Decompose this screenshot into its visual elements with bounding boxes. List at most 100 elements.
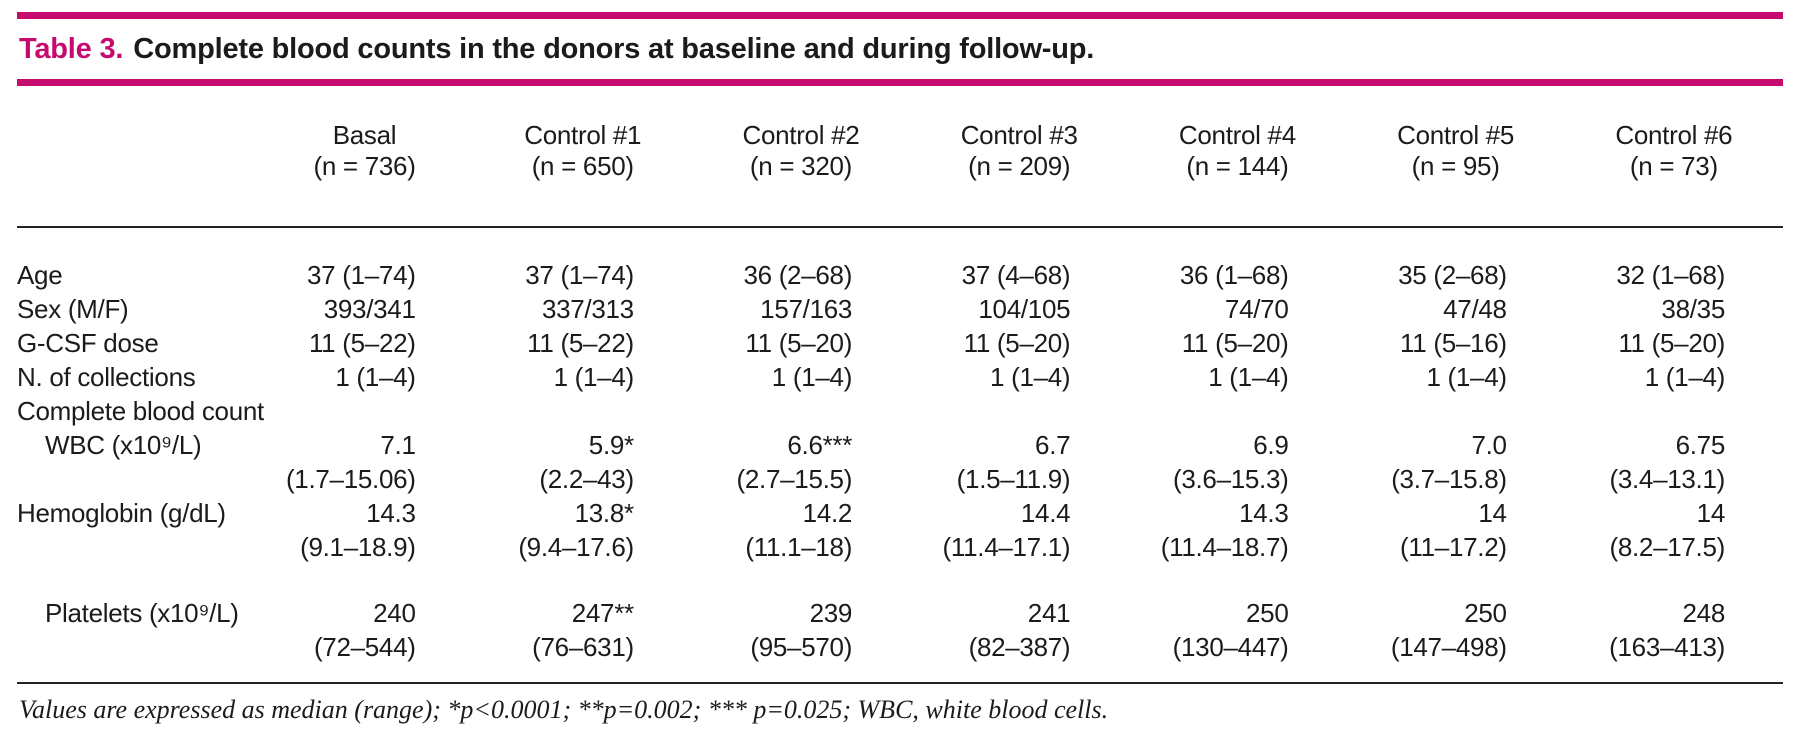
- table-cell: 32 (1–68): [1616, 260, 1725, 290]
- table-cell: 11 (5–20): [963, 328, 1071, 358]
- table-cell: 35 (2–68): [1398, 260, 1507, 290]
- column-header-control-6: Control #6 (n = 73): [1564, 86, 1783, 228]
- column-header-control-3: Control #3 (n = 209): [910, 86, 1129, 228]
- table-cell: 5.9*: [588, 430, 634, 460]
- table-cell: [1128, 394, 1346, 428]
- table-cell: 1 (1–4): [1208, 362, 1289, 392]
- table-cell: (3.7–15.8): [1391, 464, 1507, 494]
- table-cell: 247**: [571, 598, 634, 628]
- row-label: [17, 630, 255, 682]
- table-cell: (82–387): [968, 632, 1071, 662]
- table-cell: 14.2: [802, 498, 853, 528]
- table-cell: 13.8*: [574, 498, 635, 528]
- table-row-wbc-range: (1.7–15.06) (2.2–43) (2.7–15.5) (1.5–11.…: [17, 462, 1783, 496]
- column-name: Control #2: [742, 120, 860, 150]
- bottom-rule: [17, 682, 1783, 684]
- header-row: Basal (n = 736) Control #1 (n = 650) Con…: [17, 86, 1783, 228]
- table-cell: (72–544): [313, 632, 416, 662]
- table-cell: 241: [1027, 598, 1071, 628]
- table-cell: [1565, 394, 1783, 428]
- spacer-row: [17, 564, 1783, 596]
- table-cell: [910, 394, 1128, 428]
- table-row-gcsf-dose: G-CSF dose 11 (5–22) 11 (5–22) 11 (5–20)…: [17, 326, 1783, 360]
- table-cell: 37 (1–74): [307, 260, 416, 290]
- table-cell: (2.7–15.5): [736, 464, 853, 494]
- table-cell: (9.4–17.6): [518, 532, 634, 562]
- table-cell: 11 (5–22): [308, 328, 416, 358]
- column-header-basal: Basal (n = 736): [255, 86, 474, 228]
- table-cell: (147–498): [1390, 632, 1507, 662]
- table-row-hemoglobin: Hemoglobin (g/dL) 14.3 13.8* 14.2 14.4 1…: [17, 496, 1783, 530]
- row-label: Complete blood count: [17, 396, 264, 426]
- table-cell: 14.3: [366, 498, 416, 528]
- table-cell: (130–447): [1172, 632, 1289, 662]
- table-cell: 250: [1246, 598, 1289, 628]
- table-cell: 6.7: [1035, 430, 1071, 460]
- row-label: Platelets (x10⁹/L): [45, 598, 239, 628]
- table-cell: 11 (5–16): [1400, 328, 1507, 358]
- column-header-control-2: Control #2 (n = 320): [691, 86, 911, 228]
- table-row-platelets: Platelets (x10⁹/L) 240 247** 239 241 250…: [17, 596, 1783, 630]
- table-cell: [692, 394, 910, 428]
- table-cell: 337/313: [541, 294, 634, 324]
- table-cell: (76–631): [532, 632, 634, 662]
- row-label: Age: [17, 260, 63, 290]
- table-cell: 1 (1–4): [553, 362, 635, 392]
- table-cell: 14.4: [1020, 498, 1071, 528]
- table-cell: 6.75: [1675, 430, 1726, 460]
- table-row-sex: Sex (M/F) 393/341 337/313 157/163 104/10…: [17, 292, 1783, 326]
- table-row-cbc-section: Complete blood count: [17, 394, 1783, 428]
- table-cell: (11–17.2): [1400, 532, 1507, 562]
- row-label: G-CSF dose: [17, 328, 159, 358]
- row-label: Sex (M/F): [17, 294, 129, 324]
- column-n: (n = 736): [313, 151, 416, 181]
- table-cell: 11 (5–20): [745, 328, 853, 358]
- table-cell: 7.0: [1471, 430, 1507, 460]
- table-caption: Complete blood counts in the donors at b…: [133, 33, 1095, 65]
- column-name: Control #4: [1178, 120, 1296, 150]
- table-cell: 1 (1–4): [1644, 362, 1726, 392]
- table-cell: (1.7–15.06): [285, 464, 416, 494]
- row-label: WBC (x10⁹/L): [45, 430, 202, 460]
- column-n: (n = 95): [1411, 151, 1500, 181]
- row-label: Hemoglobin (g/dL): [17, 498, 226, 528]
- title-accent-rule: [17, 79, 1783, 86]
- table-cell: (1.5–11.9): [956, 464, 1071, 494]
- row-label: N. of collections: [17, 362, 196, 392]
- table-cell: 1 (1–4): [771, 362, 853, 392]
- table-cell: 250: [1464, 598, 1507, 628]
- table-cell: 11 (5–20): [1181, 328, 1289, 358]
- table-cell: (11.1–18): [745, 532, 853, 562]
- table-cell: 37 (1–74): [525, 260, 634, 290]
- table-cell: (11.4–18.7): [1160, 532, 1289, 562]
- table-cell: 6.9: [1253, 430, 1289, 460]
- table-cell: 240: [373, 598, 416, 628]
- table-row-hemoglobin-range: (9.1–18.9) (9.4–17.6) (11.1–18) (11.4–17…: [17, 530, 1783, 564]
- row-label: [17, 462, 255, 496]
- column-name: Control #3: [960, 120, 1078, 150]
- table-cell: 7.1: [380, 430, 416, 460]
- table-cell: (2.2–43): [539, 464, 634, 494]
- table-cell: (95–570): [750, 632, 853, 662]
- column-n: (n = 650): [531, 151, 634, 181]
- table-cell: 37 (4–68): [961, 260, 1071, 290]
- table-cell: 11 (5–22): [527, 328, 634, 358]
- table-header: Basal (n = 736) Control #1 (n = 650) Con…: [17, 86, 1783, 228]
- table-cell: (11.4–17.1): [942, 532, 1071, 562]
- table-cell: [255, 394, 473, 428]
- table-page: Table 3. Complete blood counts in the don…: [17, 12, 1783, 724]
- table-row-platelets-range: (72–544) (76–631) (95–570) (82–387) (130…: [17, 630, 1783, 682]
- top-accent-rule: [17, 12, 1783, 19]
- table-cell: 393/341: [323, 294, 416, 324]
- table-cell: 14.3: [1239, 498, 1289, 528]
- table-cell: 36 (2–68): [743, 260, 853, 290]
- table-cell: (8.2–17.5): [1609, 532, 1725, 562]
- row-label: [17, 530, 255, 564]
- table-cell: 38/35: [1661, 294, 1725, 324]
- table-cell: 6.6***: [787, 430, 853, 460]
- table-cell: 14: [1478, 498, 1507, 528]
- table-title: Table 3. Complete blood counts in the don…: [19, 32, 1783, 67]
- table-cell: 1 (1–4): [335, 362, 416, 392]
- table-cell: 14: [1696, 498, 1726, 528]
- table-number: Table 3.: [19, 33, 124, 65]
